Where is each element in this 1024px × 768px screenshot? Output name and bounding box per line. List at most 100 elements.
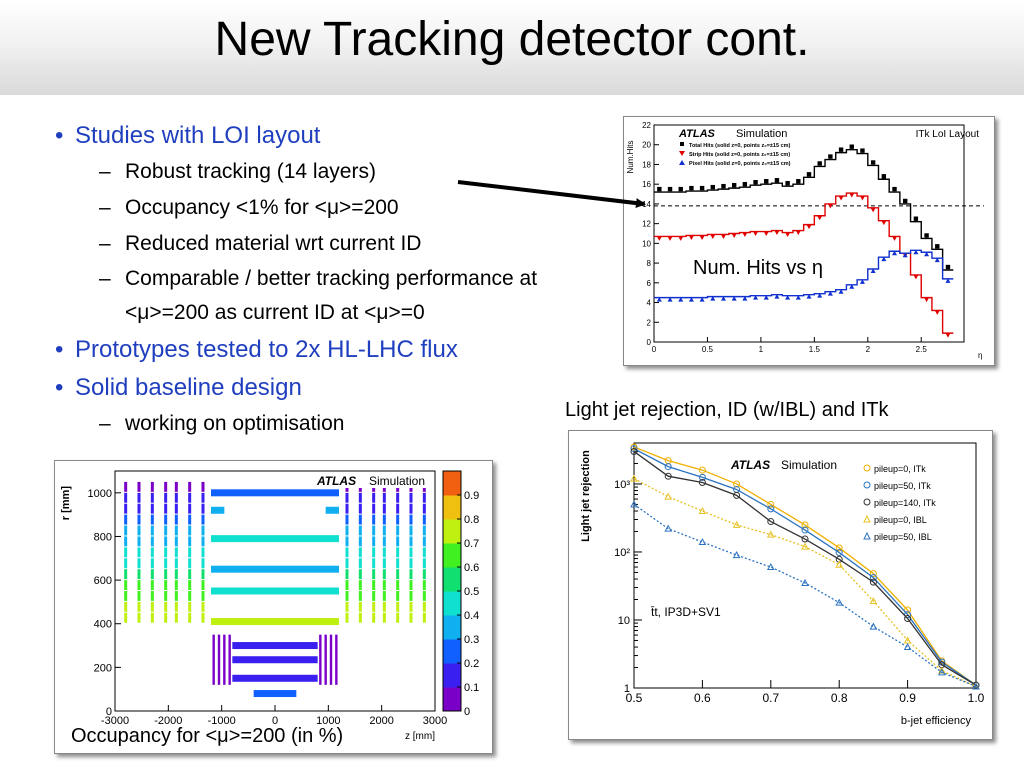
strip-disk-segment [164,580,168,590]
strip-disk-segment [188,547,192,558]
data-point [795,230,801,236]
strip-disk-segment [358,601,362,612]
color-scale-band [443,543,461,556]
strip-disk-segment [382,591,386,601]
strip-disk-segment [201,569,205,580]
x-tick-label: 0.7 [762,691,779,705]
strip-disk-segment [164,503,168,514]
atlas-suffix: Simulation [736,128,787,140]
legend-label: Total Hits (solid z=0, points z₀=±15 cm) [689,143,791,149]
data-point [667,297,673,302]
strip-disk-segment [201,612,205,623]
legend-marker [679,151,685,156]
x-axis-label: z [mm] [405,731,435,742]
data-point [835,560,844,568]
bullet-list: Studies with LOI layout Robust tracking … [55,116,615,442]
rejection-caption: Light jet rejection, ID (w/IBL) and ITk [565,399,889,421]
data-point [774,230,780,236]
y-tick-label: 12 [642,220,651,229]
x-tick-label: -1000 [208,715,236,727]
strip-disk-segment [201,525,205,536]
strip-disk-segment [358,580,362,590]
y-tick-label: 6 [647,279,652,288]
strip-disk-segment [150,580,154,590]
data-point [689,185,694,191]
data-point [732,551,741,559]
data-point [828,154,833,159]
data-point [849,284,855,289]
data-point [801,526,809,534]
data-point [945,333,951,338]
bullet-item: Prototypes tested to 2x HL-LHC flux [55,332,615,368]
strip-disk-segment [137,503,141,514]
data-point [630,500,638,508]
data-point [664,524,673,532]
data-point [924,233,929,238]
strip-disk-segment [188,481,192,492]
data-point [720,296,726,301]
data-point [774,294,780,299]
strip-disk-segment [372,536,376,547]
data-point [835,598,844,606]
strip-disk-segment [174,591,178,601]
strip-disk-segment [345,503,349,514]
data-point [667,186,673,192]
strip-disk-segment [164,492,168,503]
strip-disk-segment [382,492,386,503]
data-point [731,233,737,238]
strip-disk-segment [345,525,349,536]
strip-disk-segment [174,536,178,547]
strip-disk-segment [164,612,168,623]
color-scale-label: 0.7 [464,538,479,550]
strip-disk-segment [150,569,154,580]
color-scale-band [443,519,461,532]
strip-disk-segment [382,536,386,547]
strip-disk-segment [124,547,128,558]
barrel-layer [211,535,339,543]
color-scale-band [443,615,461,628]
strip-disk-segment [201,601,205,612]
data-point [801,535,809,543]
data-point [657,186,662,192]
color-scale-band [443,591,461,604]
color-scale-label: 0.5 [464,586,479,598]
data-point [859,279,865,284]
strip-disk-segment [174,612,178,623]
atlas-label-bg [313,472,433,488]
data-point [881,174,887,179]
strip-disk-segment [164,569,168,580]
strip-disk-segment [201,481,205,492]
data-point [763,231,769,236]
color-scale-band [443,639,461,652]
data-point [904,615,912,623]
data-point [934,257,940,263]
strip-disk-segment [382,503,386,514]
color-scale-label: 0.1 [464,682,479,694]
hist-line-2 [654,249,954,299]
pixel-disk [217,634,221,685]
data-point [710,296,716,301]
data-point [678,297,684,302]
data-point [945,264,951,270]
x-axis-label: b-jet efficiency [901,715,972,727]
sub-bullet-item: Reduced material wrt current ID [55,226,615,262]
strip-disk-segment [174,558,178,569]
data-point [667,236,673,241]
strip-disk-segment [201,514,205,525]
color-scale-band [443,507,461,520]
legend-marker [863,514,871,523]
atlas-suffix: Simulation [369,474,425,488]
y-tick-label: 1 [624,683,630,695]
strip-disk-segment [124,525,128,536]
strip-disk-segment [188,503,192,514]
strip-disk-segment [358,492,362,503]
x-tick-label: 0 [652,345,657,354]
data-point [767,518,775,526]
x-tick-label: 1000 [316,715,340,727]
strip-disk-segment [396,612,400,623]
series-line-1 [633,448,977,686]
strip-disk-segment [382,525,386,536]
strip-disk-segment [150,547,154,558]
color-scale-band [443,555,461,568]
data-point [913,216,919,221]
